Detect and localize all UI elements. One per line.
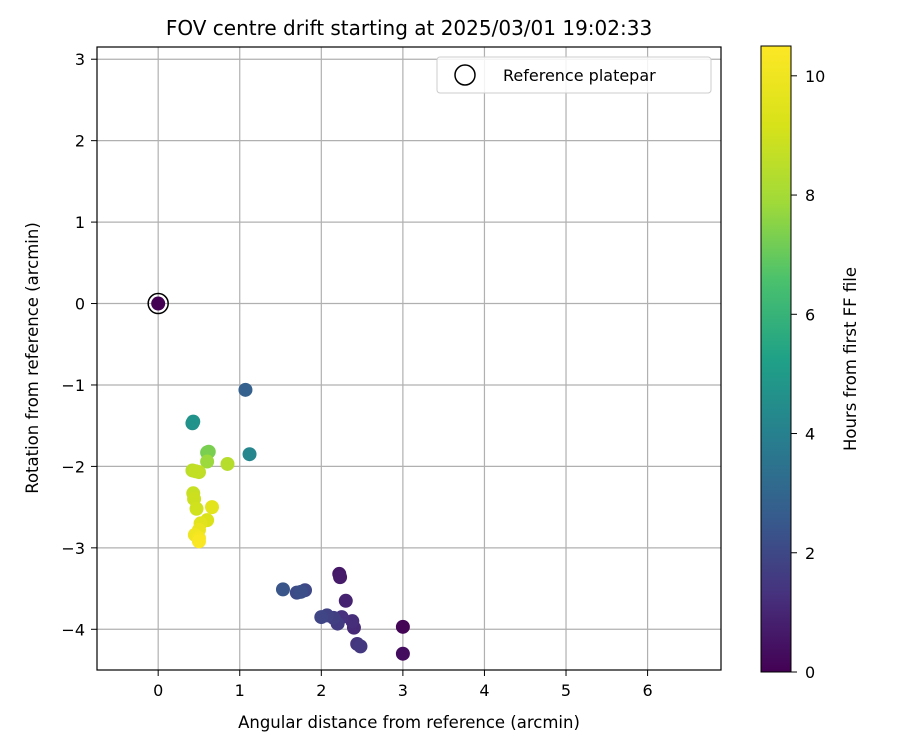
data-point xyxy=(242,447,257,462)
colorbar: 0 2 4 6 8 10 Hours from first FF file xyxy=(760,45,860,682)
colorbar-label: Hours from first FF file xyxy=(841,267,860,451)
x-tick-label: 4 xyxy=(479,681,489,700)
colorbar-ticks: 0 2 4 6 8 10 xyxy=(791,67,825,682)
y-tick-label: 0 xyxy=(75,295,85,314)
data-point xyxy=(186,414,201,429)
grid-lines xyxy=(97,47,721,670)
y-tick-label: −1 xyxy=(61,376,85,395)
y-axis-ticks: −4 −3 −2 −1 0 1 2 3 xyxy=(61,50,97,639)
data-point xyxy=(191,534,206,549)
y-axis-label: Rotation from reference (arcmin) xyxy=(23,222,42,494)
reference-platepar-marker xyxy=(147,292,169,315)
data-point xyxy=(395,646,410,661)
y-tick-label: 3 xyxy=(75,50,85,69)
y-tick-label: −3 xyxy=(61,539,85,558)
y-tick-label: −2 xyxy=(61,457,85,476)
x-axis-ticks: 0 1 2 3 4 5 6 xyxy=(153,670,653,700)
data-point xyxy=(293,584,308,599)
colorbar-frame xyxy=(760,45,792,673)
colorbar-tick-label: 2 xyxy=(805,544,815,563)
data-point xyxy=(338,593,353,608)
legend-box xyxy=(436,56,712,94)
data-point xyxy=(188,464,203,479)
colorbar-tick-label: 4 xyxy=(805,425,815,444)
legend: Reference platepar xyxy=(436,56,712,94)
data-points xyxy=(147,292,410,661)
x-tick-label: 5 xyxy=(561,681,571,700)
x-tick-label: 3 xyxy=(398,681,408,700)
colorbar-tick-label: 8 xyxy=(805,186,815,205)
data-point xyxy=(345,614,360,629)
x-tick-label: 1 xyxy=(235,681,245,700)
legend-entry-reference: Reference platepar xyxy=(503,66,656,85)
data-point xyxy=(151,296,166,311)
x-axis-label: Angular distance from reference (arcmin) xyxy=(238,713,580,732)
x-tick-label: 6 xyxy=(642,681,652,700)
data-point xyxy=(395,619,410,634)
data-point xyxy=(275,582,290,597)
legend-marker-reference xyxy=(454,64,476,86)
x-tick-label: 2 xyxy=(316,681,326,700)
colorbar-tick-label: 0 xyxy=(805,663,815,682)
colorbar-tick-label: 6 xyxy=(805,305,815,324)
data-point xyxy=(220,456,235,471)
colorbar-tick-label: 10 xyxy=(805,67,825,86)
data-point xyxy=(200,454,215,469)
y-tick-label: 2 xyxy=(75,132,85,151)
chart-title: FOV centre drift starting at 2025/03/01 … xyxy=(166,16,652,40)
data-point xyxy=(333,570,348,585)
y-tick-label: 1 xyxy=(75,213,85,232)
plot-frame xyxy=(96,46,722,671)
colorbar-gradient xyxy=(761,46,791,672)
y-tick-label: −4 xyxy=(61,620,85,639)
data-point xyxy=(314,610,329,625)
data-point xyxy=(189,501,204,516)
data-point xyxy=(238,382,253,397)
data-point xyxy=(353,639,368,654)
x-tick-label: 0 xyxy=(153,681,163,700)
data-point xyxy=(205,500,220,515)
